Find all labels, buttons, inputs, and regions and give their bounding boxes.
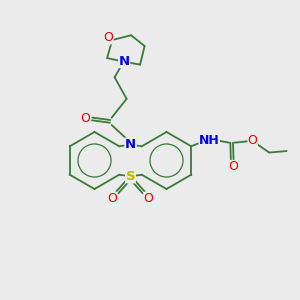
Text: O: O <box>248 134 258 147</box>
Text: N: N <box>125 138 136 151</box>
Text: O: O <box>81 112 90 125</box>
Text: S: S <box>126 170 135 183</box>
Text: O: O <box>228 160 238 173</box>
Text: O: O <box>108 192 117 205</box>
Text: NH: NH <box>199 134 220 147</box>
Text: N: N <box>118 55 130 68</box>
Text: O: O <box>104 31 113 44</box>
Text: O: O <box>144 192 153 205</box>
